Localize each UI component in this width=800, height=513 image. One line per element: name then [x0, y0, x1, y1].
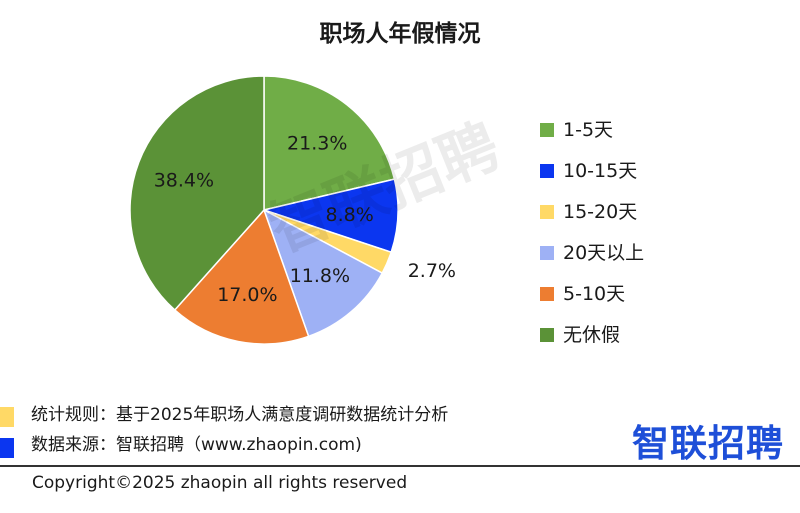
- pie-slice: [262, 208, 384, 338]
- note-rule-text: 统计规则：基于2025年职场人满意度调研数据统计分析: [31, 405, 449, 425]
- note-source-swatch: [0, 438, 14, 458]
- legend-swatch: [540, 246, 554, 260]
- footer-divider: [0, 465, 800, 467]
- legend-label: 20天以上: [563, 242, 645, 264]
- copyright-text: Copyright©2025 zhaopin all rights reserv…: [32, 473, 408, 493]
- slice-value-label: 11.8%: [290, 265, 350, 287]
- note-source-text: 数据来源：智联招聘（www.zhaopin.com): [31, 435, 362, 455]
- chart-title: 职场人年假情况: [319, 21, 481, 47]
- slice-value-label: 21.3%: [287, 133, 347, 155]
- legend-label: 15-20天: [563, 201, 638, 223]
- legend-swatch: [540, 287, 554, 301]
- legend-swatch: [540, 205, 554, 219]
- legend-swatch: [540, 164, 554, 178]
- pie-slice: [263, 75, 396, 211]
- slice-value-label: 8.8%: [326, 204, 374, 226]
- legend-label: 10-15天: [563, 160, 638, 182]
- pie-slice: [129, 75, 265, 312]
- slice-value-label: 38.4%: [154, 169, 214, 191]
- note-rule-swatch: [0, 407, 14, 427]
- slice-value-label: 2.7%: [408, 260, 456, 282]
- pie-slice: [173, 208, 310, 345]
- legend-swatch: [540, 328, 554, 342]
- legend-label: 无休假: [563, 324, 621, 346]
- legend-swatch: [540, 123, 554, 137]
- legend-label: 5-10天: [563, 283, 626, 305]
- brand-logo: 智联招聘: [632, 422, 784, 465]
- legend-label: 1-5天: [563, 119, 614, 141]
- slice-value-label: 17.0%: [217, 284, 277, 306]
